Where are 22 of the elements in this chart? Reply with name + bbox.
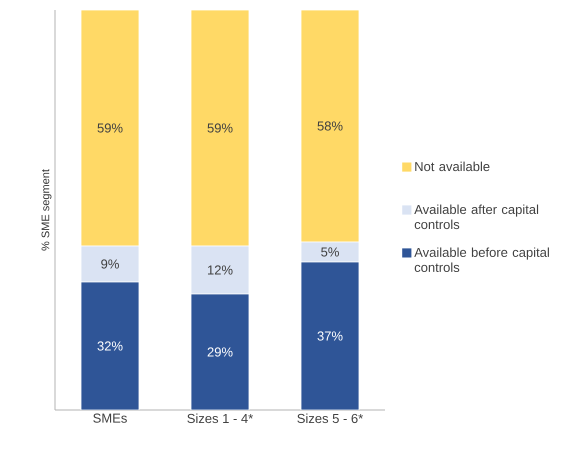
y-axis-title: % SME segment [42,169,52,251]
data-label: 9% [101,259,119,269]
legend-label: Not available [415,162,490,172]
data-label: 59% [98,123,123,133]
data-label: 29% [208,347,233,357]
bar [80,10,140,246]
data-label: 37% [317,331,343,341]
bar [300,262,360,410]
bar [190,294,250,410]
data-label: 5% [321,247,339,257]
bar [190,10,250,246]
data-label: 58% [318,121,343,131]
bar [80,282,140,410]
bar [300,10,360,242]
data-label: 59% [208,123,233,133]
data-label: 32% [97,341,123,351]
x-tick-label: Sizes 5 - 6* [297,414,364,424]
x-tick-label: SMEs [93,414,127,423]
x-tick-label: Sizes 1 - 4* [187,414,254,424]
data-label: 12% [208,265,233,275]
legend-label: Available after capital controls [414,204,538,230]
legend-label: Available before capital controls [414,247,549,272]
